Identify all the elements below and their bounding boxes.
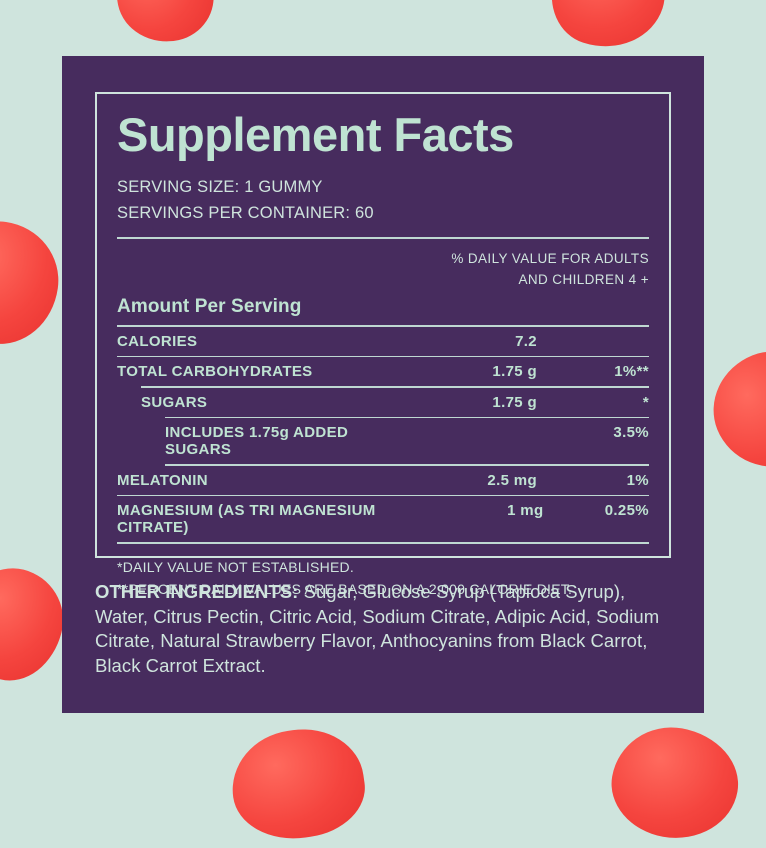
gummy-candy-icon-top-left	[106, 0, 222, 51]
daily-value-header-line-1: % DAILY VALUE FOR ADULTS	[451, 251, 649, 267]
nutrient-label: CALORIES	[117, 332, 198, 350]
row-divider	[141, 386, 649, 388]
table-row: MELATONIN 2.5 mg 1%	[117, 466, 649, 495]
table-row: SUGARS 1.75 g *	[117, 388, 649, 417]
other-ingredients-text: Sugar, Glucose Syrup (Tapioca Syrup), Wa…	[95, 581, 660, 676]
nutrient-daily-value: 1%**	[614, 363, 649, 381]
table-row: CALORIES 7.2	[117, 327, 649, 356]
other-ingredients: OTHER INGREDIENTS: Sugar, Glucose Syrup …	[95, 580, 683, 678]
row-divider	[117, 494, 649, 497]
row-divider	[165, 416, 649, 419]
row-divider	[165, 464, 649, 466]
footnote-daily-value-not-established: *DAILY VALUE NOT ESTABLISHED.	[117, 558, 355, 575]
nutrient-label: TOTAL CARBOHYDRATES	[117, 363, 313, 381]
nutrient-amount: 1.75 g	[492, 393, 537, 411]
nutrient-daily-value: 0.25%	[604, 502, 649, 520]
table-row: INCLUDES 1.75g ADDED SUGARS 3.5%	[117, 418, 649, 464]
divider-under-servings	[117, 237, 649, 240]
nutrient-amount: 1 mg	[507, 502, 544, 520]
row-divider	[117, 542, 649, 544]
nutrient-label: MELATONIN	[117, 471, 208, 489]
serving-size-text: SERVING SIZE: 1 GUMMY	[117, 178, 323, 197]
nutrient-amount: 1.75 g	[492, 363, 537, 381]
nutrient-label: INCLUDES 1.75g ADDED SUGARS	[165, 424, 349, 459]
nutrient-daily-value: 1%	[626, 471, 649, 489]
nutrient-amount: 7.2	[515, 332, 537, 350]
divider-under-amount-header	[117, 324, 649, 327]
nutrient-label: MAGNESIUM (AS TRI MAGNESIUM CITRATE)	[117, 502, 376, 537]
nutrient-table: CALORIES 7.2 TOTAL CARBOHYDRATES 1.75 g 1%**…	[117, 327, 649, 544]
table-row: MAGNESIUM (AS TRI MAGNESIUM CITRATE) 1 mg…	[117, 496, 649, 542]
gummy-candy-icon-right	[696, 334, 766, 486]
gummy-candy-icon-left	[0, 214, 66, 352]
daily-value-header-line-2: AND CHILDREN 4 +	[518, 271, 649, 287]
footnotes: *DAILY VALUE NOT ESTABLISHED. **PERCENT …	[117, 556, 649, 601]
other-ingredients-heading: OTHER INGREDIENTS:	[95, 581, 299, 602]
servings-per-container-text: SERVINGS PER CONTAINER: 60	[117, 203, 374, 222]
nutrient-amount: 2.5 mg	[487, 471, 537, 489]
nutrient-label: SUGARS	[141, 393, 208, 411]
supplement-facts-panel: Supplement Facts SERVING SIZE: 1 GUMMY S…	[62, 56, 704, 713]
table-row: TOTAL CARBOHYDRATES 1.75 g 1%**	[117, 357, 649, 386]
gummy-candy-icon-bottom-right	[603, 717, 747, 848]
daily-value-column-header: % DAILY VALUE FOR ADULTS AND CHILDREN 4 …	[117, 249, 649, 290]
footnote-percent-daily-values: **PERCENT DAILY VALUES ARE BASED ON A 2,…	[117, 581, 573, 598]
supplement-facts-box: Supplement Facts SERVING SIZE: 1 GUMMY S…	[95, 92, 671, 597]
row-divider	[117, 355, 649, 358]
gummy-candy-icon-bottom-mid	[225, 721, 371, 847]
nutrient-daily-value: 3.5%	[613, 424, 649, 442]
gummy-candy-icon-top-right	[538, 0, 678, 63]
amount-per-serving-header: Amount Per Serving	[117, 295, 302, 317]
page-title: Supplement Facts	[117, 108, 514, 161]
nutrient-daily-value: *	[642, 393, 649, 411]
